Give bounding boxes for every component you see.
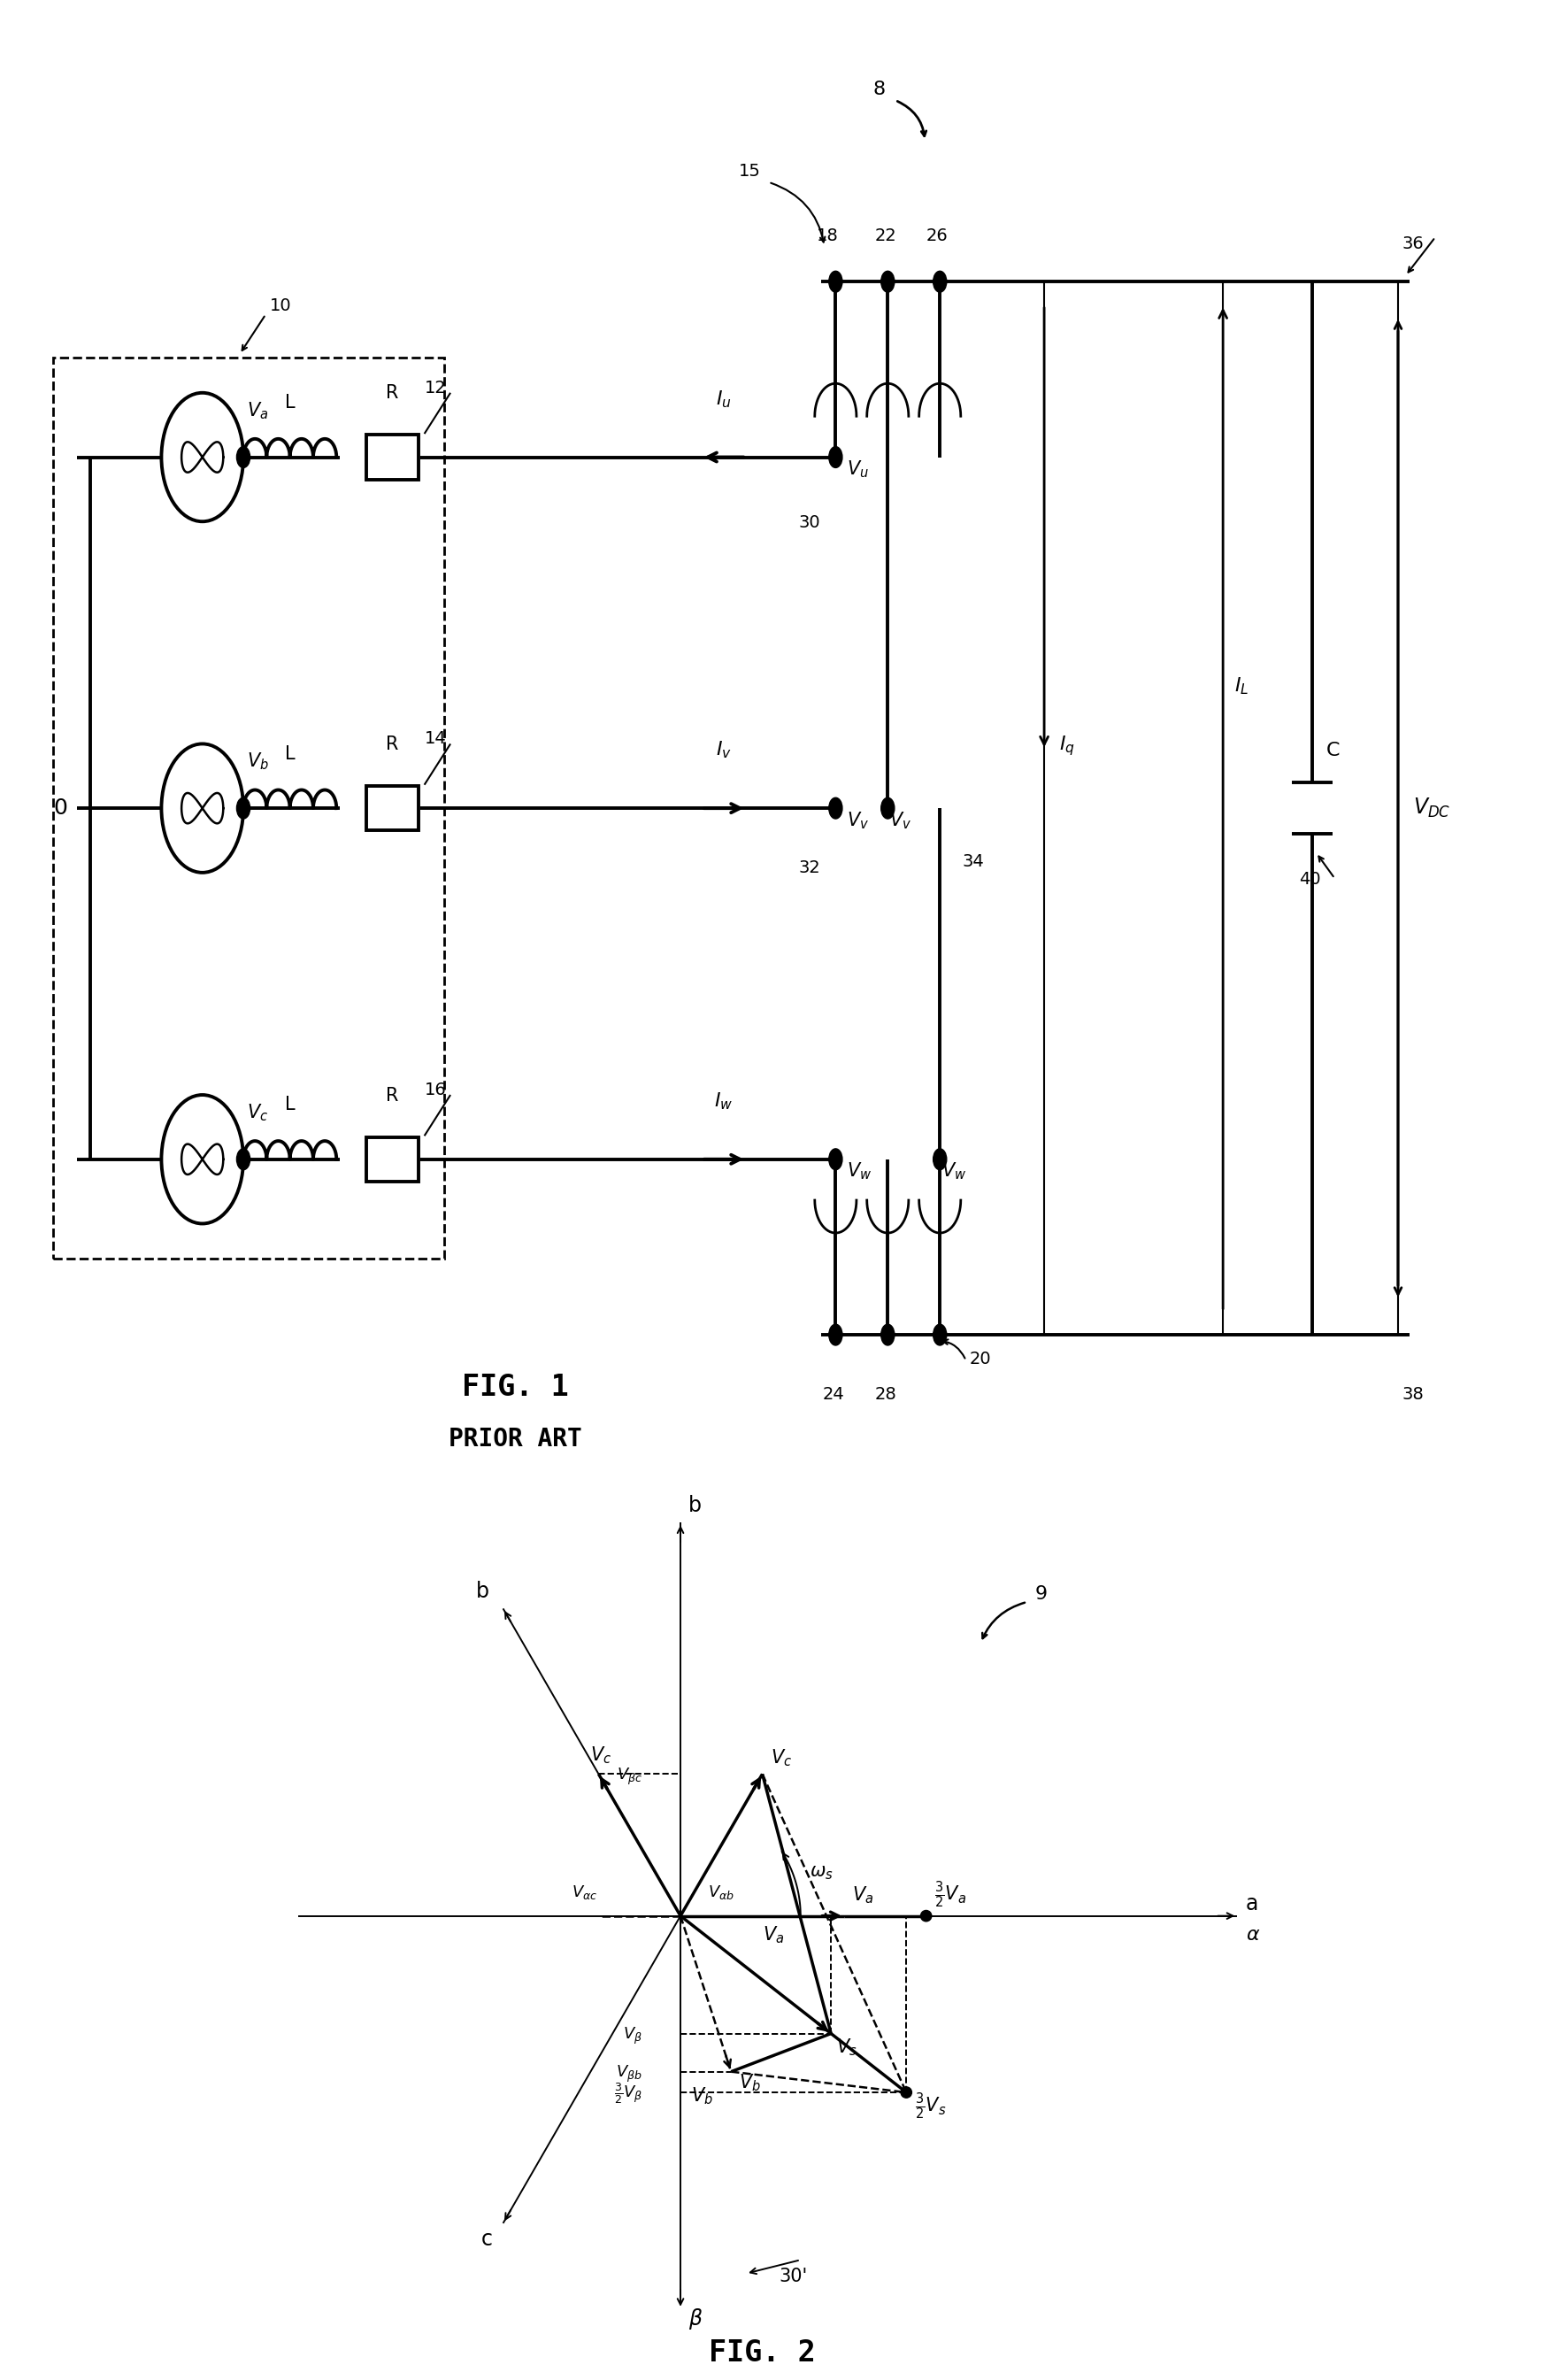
Text: $V_{\beta c}$: $V_{\beta c}$	[616, 1766, 643, 1787]
Circle shape	[882, 1323, 894, 1345]
Text: $V_c$: $V_c$	[770, 1747, 792, 1768]
Circle shape	[829, 271, 843, 293]
Circle shape	[829, 797, 843, 819]
Text: 9: 9	[1035, 1585, 1048, 1602]
Text: 14: 14	[424, 731, 447, 747]
Text: $I_L$: $I_L$	[1234, 676, 1248, 695]
Text: L: L	[284, 1095, 295, 1114]
Text: 15: 15	[739, 164, 760, 181]
Text: 40: 40	[1299, 871, 1321, 888]
Text: 8: 8	[872, 81, 885, 98]
Circle shape	[933, 271, 947, 293]
Text: $V_w$: $V_w$	[847, 1161, 872, 1183]
Circle shape	[882, 271, 894, 293]
Text: R: R	[386, 1088, 399, 1104]
Text: 28: 28	[874, 1385, 896, 1402]
Circle shape	[829, 1323, 843, 1345]
Text: $I_u$: $I_u$	[715, 388, 731, 409]
Text: FIG. 1: FIG. 1	[462, 1373, 568, 1402]
Text: a: a	[1245, 1894, 1259, 1916]
Text: 34: 34	[962, 854, 984, 871]
Text: 30': 30'	[779, 2268, 807, 2285]
Text: $V_{DC}$: $V_{DC}$	[1412, 797, 1451, 819]
Text: 32: 32	[798, 859, 821, 876]
Text: L: L	[284, 393, 295, 412]
Bar	[366, 785, 419, 831]
Bar	[366, 1138, 419, 1180]
Text: 20: 20	[970, 1352, 992, 1368]
Circle shape	[829, 447, 843, 469]
Text: $V_{\alpha b}$: $V_{\alpha b}$	[708, 1883, 736, 1902]
Text: $V_v$: $V_v$	[847, 809, 869, 831]
Text: $V_v$: $V_v$	[889, 809, 911, 831]
Circle shape	[829, 1150, 843, 1171]
Text: $V_b$: $V_b$	[739, 2073, 762, 2092]
Text: $\frac{3}{2}V_s$: $\frac{3}{2}V_s$	[914, 2090, 945, 2121]
Circle shape	[236, 1150, 250, 1171]
Bar	[53, 357, 444, 1259]
Text: 10: 10	[270, 298, 292, 314]
Text: $V_c$: $V_c$	[247, 1102, 268, 1123]
Text: $V_a$: $V_a$	[762, 1925, 784, 1944]
Text: $\beta$: $\beta$	[689, 2306, 703, 2332]
Text: 24: 24	[823, 1385, 844, 1402]
Text: R: R	[386, 386, 399, 402]
Text: 12: 12	[424, 378, 447, 397]
Circle shape	[236, 797, 250, 819]
Text: b: b	[476, 1580, 489, 1602]
Circle shape	[933, 1323, 947, 1345]
Text: R: R	[386, 735, 399, 752]
Circle shape	[920, 1911, 931, 1921]
Text: PRIOR ART: PRIOR ART	[449, 1428, 582, 1452]
Text: $V_b$: $V_b$	[247, 752, 268, 771]
Text: 18: 18	[816, 228, 840, 245]
Text: $\frac{3}{2}V_{\beta}$: $\frac{3}{2}V_{\beta}$	[613, 2080, 643, 2106]
Text: $V_s$: $V_s$	[837, 2037, 857, 2059]
Text: 30: 30	[798, 514, 819, 531]
Text: $V_w$: $V_w$	[942, 1161, 967, 1183]
Text: $I_q$: $I_q$	[1058, 733, 1076, 757]
Text: 26: 26	[927, 228, 948, 245]
Bar	[366, 436, 419, 478]
Text: 36: 36	[1401, 236, 1423, 252]
Text: L: L	[284, 745, 295, 762]
Text: C: C	[1325, 743, 1339, 759]
Text: 0: 0	[54, 797, 68, 819]
Text: $\frac{3}{2}V_a$: $\frac{3}{2}V_a$	[934, 1880, 967, 1911]
Text: c: c	[481, 2228, 492, 2249]
Circle shape	[236, 447, 250, 469]
Text: FIG. 2: FIG. 2	[709, 2337, 816, 2368]
Text: $I_w$: $I_w$	[714, 1090, 733, 1111]
Text: 38: 38	[1401, 1385, 1423, 1402]
Text: $V_{\beta}$: $V_{\beta}$	[622, 2025, 643, 2047]
Text: $V_a$: $V_a$	[852, 1885, 874, 1906]
Text: b: b	[689, 1495, 702, 1516]
Text: 22: 22	[874, 228, 896, 245]
Text: $V_{\alpha c}$: $V_{\alpha c}$	[571, 1883, 598, 1902]
Text: 16: 16	[424, 1081, 447, 1100]
Circle shape	[900, 2087, 911, 2097]
Text: $\omega_s$: $\omega_s$	[809, 1864, 833, 1883]
Text: $V_{\beta b}$: $V_{\beta b}$	[616, 2063, 643, 2085]
Text: $\alpha$: $\alpha$	[1245, 1925, 1260, 1944]
Circle shape	[882, 797, 894, 819]
Text: $I_v$: $I_v$	[715, 740, 733, 762]
Circle shape	[933, 1150, 947, 1171]
Text: $V_b$: $V_b$	[691, 2085, 714, 2106]
Text: $V_a$: $V_a$	[247, 400, 268, 421]
Text: $V_u$: $V_u$	[847, 459, 869, 481]
Text: $V_c$: $V_c$	[590, 1745, 611, 1766]
